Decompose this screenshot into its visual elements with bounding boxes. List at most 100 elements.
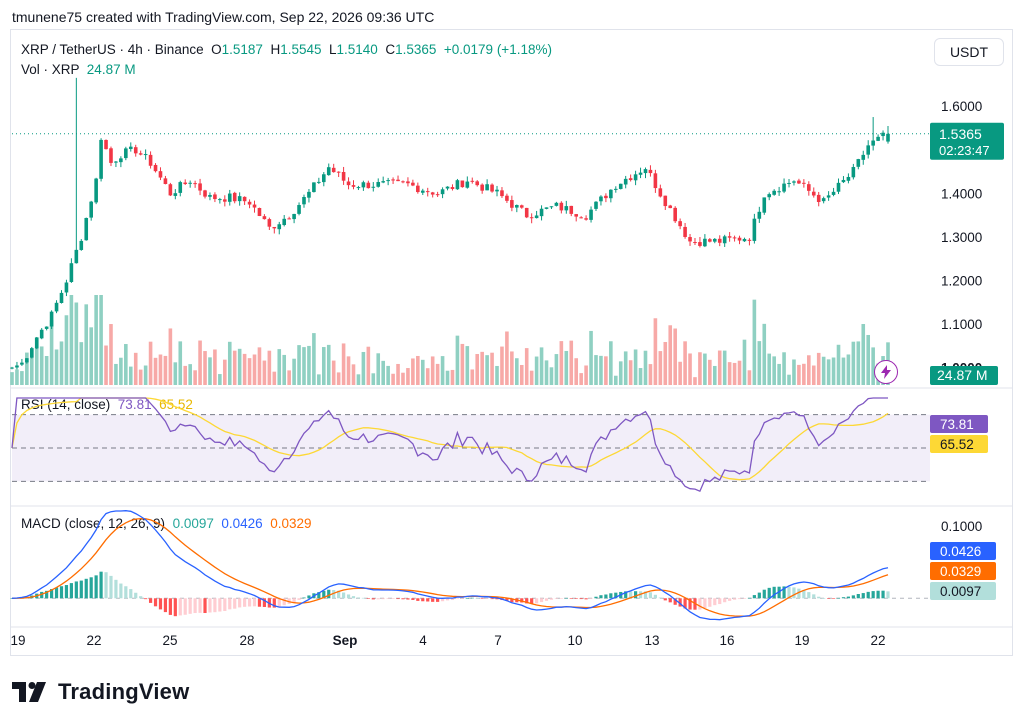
candle-body bbox=[648, 169, 653, 174]
bolt-icon[interactable] bbox=[874, 360, 898, 384]
volume-bar bbox=[821, 356, 826, 385]
candle-body bbox=[752, 218, 757, 241]
chart-credit: tmunene75 created with TradingView.com, … bbox=[12, 9, 435, 25]
volume-bar bbox=[232, 350, 237, 385]
macd-histogram-bar bbox=[188, 598, 192, 614]
candle-body bbox=[218, 199, 222, 201]
candle-body bbox=[638, 172, 643, 175]
candle-body bbox=[287, 218, 291, 220]
volume-bar bbox=[257, 347, 262, 385]
candle-body bbox=[15, 365, 19, 368]
candle-body bbox=[787, 182, 791, 184]
rsi-tag-label: 73.81 bbox=[940, 417, 974, 432]
volume-bar bbox=[168, 328, 173, 385]
volume-bar bbox=[638, 368, 643, 385]
candle-body bbox=[29, 348, 34, 358]
volume-bar bbox=[480, 351, 484, 385]
volume-bar bbox=[376, 353, 381, 385]
candle-body bbox=[242, 196, 247, 202]
candle-body bbox=[569, 205, 574, 214]
candle-body bbox=[430, 192, 435, 195]
macd-histogram-bar bbox=[74, 581, 78, 599]
volume-bar bbox=[792, 359, 796, 385]
countdown-label: 02:23:47 bbox=[939, 143, 990, 158]
macd-histogram-bar bbox=[549, 598, 554, 600]
macd-histogram-bar bbox=[247, 598, 252, 607]
volume-bar bbox=[99, 295, 103, 385]
macd-histogram-bar bbox=[178, 598, 182, 616]
macd-histogram-bar bbox=[134, 592, 138, 599]
candle-body bbox=[826, 195, 831, 198]
macd-histogram-bar bbox=[426, 598, 430, 602]
volume-label[interactable]: Vol · XRP bbox=[21, 62, 80, 77]
candle-body bbox=[114, 161, 118, 163]
volume-bar bbox=[307, 345, 311, 385]
candle-body bbox=[69, 263, 74, 283]
volume-bar bbox=[490, 352, 494, 385]
candle-body bbox=[143, 154, 148, 156]
candle-body bbox=[272, 226, 277, 229]
close-label: C bbox=[385, 42, 396, 57]
volume-bar bbox=[871, 347, 875, 385]
candle-body bbox=[138, 153, 143, 155]
rsi-label[interactable]: RSI (14, close) bbox=[21, 397, 111, 412]
candle-body bbox=[119, 158, 123, 163]
rsi-value: 73.81 bbox=[117, 397, 152, 412]
candle-body bbox=[668, 205, 673, 209]
macd-histogram-bar bbox=[10, 598, 14, 599]
time-tick-label: 4 bbox=[419, 633, 427, 648]
volume-bar bbox=[94, 295, 98, 385]
candle-body bbox=[816, 194, 821, 203]
volume-bar bbox=[807, 355, 811, 385]
macd-histogram-bar bbox=[480, 598, 484, 599]
macd-histogram-bar bbox=[381, 598, 385, 600]
volume-bar bbox=[282, 354, 287, 385]
macd-histogram-bar bbox=[282, 598, 286, 606]
candle-body bbox=[609, 189, 613, 199]
symbol-label[interactable]: XRP / TetherUS · 4h · Binance bbox=[21, 42, 204, 57]
currency-button[interactable]: USDT bbox=[934, 38, 1004, 66]
candle-body bbox=[767, 194, 772, 198]
macd-histogram-bar bbox=[257, 598, 262, 607]
macd-histogram-bar bbox=[411, 598, 415, 600]
high-value: 1.5545 bbox=[280, 42, 322, 57]
volume-bar bbox=[124, 344, 128, 385]
macd-histogram-bar bbox=[332, 590, 336, 599]
volume-bar bbox=[648, 364, 653, 385]
macd-histogram-bar bbox=[144, 598, 148, 600]
volume-bar bbox=[158, 354, 163, 385]
volume-bar bbox=[618, 361, 623, 385]
candle-body bbox=[450, 187, 455, 189]
macd-tag-label: 0.0426 bbox=[940, 544, 981, 559]
candle-body bbox=[208, 195, 212, 197]
macd-histogram-bar bbox=[851, 595, 855, 599]
macd-label[interactable]: MACD (close, 12, 26, 9) bbox=[21, 516, 166, 531]
macd-histogram-bar bbox=[757, 592, 761, 599]
macd-histogram-bar bbox=[881, 590, 885, 599]
volume-bar bbox=[797, 364, 801, 385]
volume-bar bbox=[218, 374, 222, 385]
volume-bar bbox=[841, 357, 846, 385]
candle-body bbox=[797, 180, 801, 184]
volume-bar bbox=[143, 365, 148, 385]
candle-body bbox=[564, 206, 569, 211]
candle-body bbox=[34, 337, 39, 349]
macd-histogram-bar bbox=[792, 587, 796, 599]
macd-histogram-bar bbox=[569, 598, 573, 599]
rsi-legend: RSI (14, close) 73.81 65.52 bbox=[21, 397, 193, 412]
volume-bar bbox=[673, 328, 677, 385]
open-label: O bbox=[211, 42, 222, 57]
macd-histogram-bar bbox=[530, 598, 534, 604]
volume-bar bbox=[772, 356, 776, 385]
volume-bar bbox=[633, 349, 638, 385]
volume-bar bbox=[356, 374, 361, 385]
volume-bar bbox=[802, 363, 806, 385]
macd-histogram-bar bbox=[574, 598, 578, 599]
volume-bar bbox=[628, 360, 633, 385]
candle-body bbox=[297, 205, 301, 214]
macd-histogram-bar bbox=[747, 597, 752, 599]
macd-histogram-bar bbox=[386, 598, 390, 599]
volume-bar bbox=[267, 350, 272, 385]
macd-histogram-bar bbox=[272, 598, 276, 608]
